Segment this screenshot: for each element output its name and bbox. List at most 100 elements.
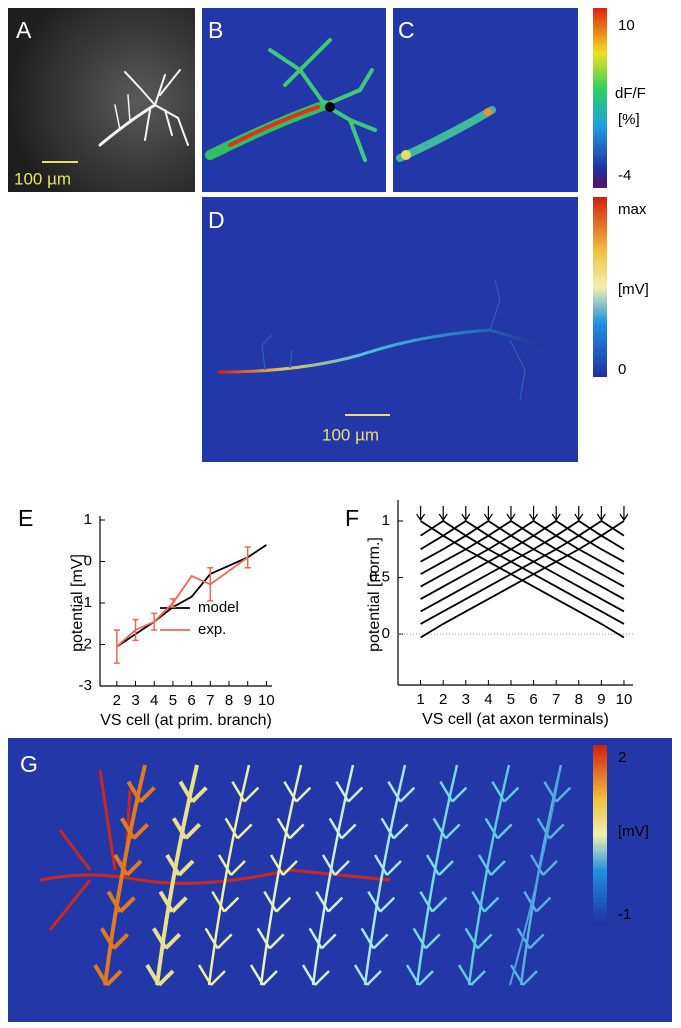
panel-label: A [16, 17, 32, 43]
image-c [393, 8, 578, 192]
series-line [420, 519, 625, 588]
neuron-b [205, 38, 377, 162]
neuron-d [217, 328, 541, 374]
x-tick-label: 2 [439, 691, 447, 708]
neuron-a [98, 69, 189, 147]
colorbar-max: max [618, 201, 647, 218]
x-axis-label: VS cell (at prim. branch) [100, 712, 272, 729]
injection-arrow [461, 506, 471, 522]
colorbar-title: dF/F [615, 85, 646, 102]
panel-d: D 100 µm [202, 197, 578, 462]
colorbar-min: -1 [618, 906, 631, 923]
injection-arrow [529, 506, 539, 522]
y-tick-label: 1 [382, 512, 390, 529]
y-tick-label: -2 [79, 635, 92, 652]
colorbar-unit: [mV] [618, 823, 649, 840]
panel-b: B [202, 8, 386, 192]
colorbar: 2 [mV] -1 [593, 745, 649, 925]
legend-label: exp. [198, 621, 226, 638]
colorbar: 10 dF/F [%] -4 [593, 8, 646, 188]
x-tick-label: 8 [225, 692, 233, 709]
error-bar [132, 618, 139, 642]
injection-arrow [483, 506, 493, 522]
error-bar [207, 566, 214, 602]
colorbar-unit: [%] [618, 111, 640, 128]
colorbar-min: 0 [618, 361, 626, 378]
image-b [202, 8, 386, 192]
injection-arrow [438, 506, 448, 522]
x-tick-label: 6 [187, 692, 195, 709]
soma [325, 102, 335, 112]
error-bar [169, 598, 176, 608]
injection-arrow [574, 506, 584, 522]
y-axis-label: potential [mV] [69, 554, 86, 652]
y-tick-label: 1 [84, 511, 92, 528]
neuron-g [145, 764, 208, 987]
scale-label: 100 µm [14, 169, 71, 188]
panel-label: B [208, 17, 223, 43]
colorbar-max: 2 [618, 749, 626, 766]
colorbar: max [mV] 0 [593, 197, 649, 378]
series-line [420, 519, 625, 613]
neuron-g [457, 764, 520, 986]
hotspot [484, 108, 492, 116]
colorbar-unit: [mV] [618, 281, 649, 298]
injection-arrow [416, 506, 426, 522]
image-d [202, 197, 578, 462]
x-tick-label: 1 [416, 691, 424, 708]
x-tick-label: 10 [258, 692, 275, 709]
colorbar-max: 10 [618, 17, 635, 34]
series-line [116, 544, 267, 648]
y-tick-label: -3 [79, 677, 92, 694]
colorbar-scale [593, 8, 607, 188]
x-tick-label: 9 [597, 691, 605, 708]
injection-arrow [596, 506, 606, 522]
legend-label: model [198, 599, 239, 616]
x-tick-label: 5 [507, 691, 515, 708]
series-line [420, 519, 625, 625]
x-tick-label: 7 [206, 692, 214, 709]
series-line [420, 520, 625, 639]
x-tick-label: 2 [113, 692, 121, 709]
x-tick-label: 4 [150, 692, 158, 709]
panel-c: C [393, 8, 578, 192]
neuron-g [197, 764, 260, 986]
error-bar [244, 546, 251, 569]
panel-label: F [345, 505, 359, 531]
neuron-g [405, 764, 468, 986]
neuron-g [93, 764, 156, 987]
error-bar [151, 612, 158, 631]
neuron-g [353, 764, 416, 986]
neuron-g [509, 769, 561, 986]
series-line [420, 519, 625, 600]
x-tick-label: 5 [169, 692, 177, 709]
y-tick-label: 0 [382, 625, 390, 642]
x-tick-label: 3 [131, 692, 139, 709]
y-tick-label: 0 [84, 552, 92, 569]
colorbar-scale [593, 745, 607, 925]
panel-label: E [18, 505, 33, 531]
series-line [420, 519, 625, 600]
panel-label: G [20, 751, 38, 777]
neuron-g [249, 764, 312, 986]
scale-label: 100 µm [322, 425, 379, 444]
x-tick-label: 8 [575, 691, 583, 708]
y-tick-label: 0.5 [369, 569, 390, 586]
neuron-g [301, 764, 364, 986]
x-tick-label: 6 [529, 691, 537, 708]
x-tick-label: 10 [616, 691, 633, 708]
x-tick-label: 9 [244, 692, 252, 709]
series-line [420, 519, 625, 613]
panel-label: C [398, 17, 415, 43]
injection-arrow [551, 506, 561, 522]
x-tick-label: 7 [552, 691, 560, 708]
panel-label: D [208, 207, 225, 233]
panel-a: A 100 µm [8, 8, 195, 192]
image-a [8, 8, 195, 192]
panel-g: G [8, 738, 672, 1022]
colorbar-min: -4 [618, 167, 631, 184]
neuron-d-branches [261, 279, 526, 401]
hotspot [401, 150, 411, 160]
x-axis-label: VS cell (at axon terminals) [422, 711, 609, 728]
